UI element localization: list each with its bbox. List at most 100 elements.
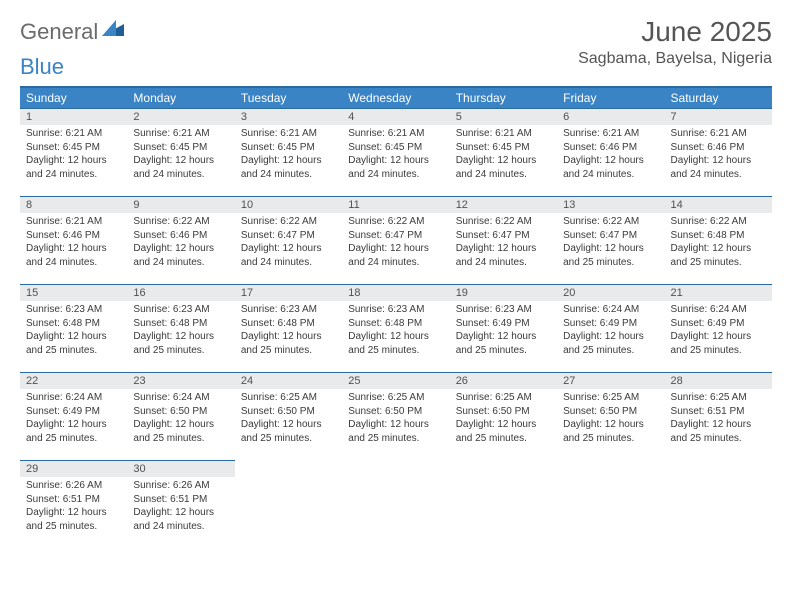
- location-label: Sagbama, Bayelsa, Nigeria: [578, 50, 772, 68]
- day-number: 1: [20, 109, 127, 125]
- calendar-cell: 20Sunrise: 6:24 AMSunset: 6:49 PMDayligh…: [557, 285, 664, 373]
- day-detail: Sunrise: 6:21 AMSunset: 6:45 PMDaylight:…: [127, 125, 234, 185]
- logo-text-blue: Blue: [20, 54, 64, 80]
- day-detail: Sunrise: 6:21 AMSunset: 6:46 PMDaylight:…: [557, 125, 664, 185]
- day-number: 26: [450, 373, 557, 389]
- day-detail: Sunrise: 6:24 AMSunset: 6:49 PMDaylight:…: [20, 389, 127, 449]
- day-detail: Sunrise: 6:23 AMSunset: 6:48 PMDaylight:…: [235, 301, 342, 361]
- calendar-row: 29Sunrise: 6:26 AMSunset: 6:51 PMDayligh…: [20, 461, 772, 549]
- calendar-cell: 6Sunrise: 6:21 AMSunset: 6:46 PMDaylight…: [557, 109, 664, 197]
- day-number: 6: [557, 109, 664, 125]
- day-detail: Sunrise: 6:21 AMSunset: 6:45 PMDaylight:…: [450, 125, 557, 185]
- day-number: 13: [557, 197, 664, 213]
- day-detail: Sunrise: 6:25 AMSunset: 6:50 PMDaylight:…: [450, 389, 557, 449]
- day-number: 5: [450, 109, 557, 125]
- calendar-cell: [665, 461, 772, 549]
- day-detail: Sunrise: 6:24 AMSunset: 6:49 PMDaylight:…: [557, 301, 664, 361]
- day-number: 10: [235, 197, 342, 213]
- calendar-cell: [235, 461, 342, 549]
- calendar-cell: 24Sunrise: 6:25 AMSunset: 6:50 PMDayligh…: [235, 373, 342, 461]
- calendar-cell: 18Sunrise: 6:23 AMSunset: 6:48 PMDayligh…: [342, 285, 449, 373]
- calendar-row: 1Sunrise: 6:21 AMSunset: 6:45 PMDaylight…: [20, 109, 772, 197]
- calendar-cell: 1Sunrise: 6:21 AMSunset: 6:45 PMDaylight…: [20, 109, 127, 197]
- calendar-cell: 4Sunrise: 6:21 AMSunset: 6:45 PMDaylight…: [342, 109, 449, 197]
- day-detail: Sunrise: 6:21 AMSunset: 6:46 PMDaylight:…: [665, 125, 772, 185]
- day-number: 8: [20, 197, 127, 213]
- calendar-cell: 29Sunrise: 6:26 AMSunset: 6:51 PMDayligh…: [20, 461, 127, 549]
- day-number: 2: [127, 109, 234, 125]
- day-detail: Sunrise: 6:23 AMSunset: 6:49 PMDaylight:…: [450, 301, 557, 361]
- day-number: 28: [665, 373, 772, 389]
- day-number: 16: [127, 285, 234, 301]
- calendar-row: 15Sunrise: 6:23 AMSunset: 6:48 PMDayligh…: [20, 285, 772, 373]
- day-detail: Sunrise: 6:21 AMSunset: 6:45 PMDaylight:…: [20, 125, 127, 185]
- calendar-cell: 2Sunrise: 6:21 AMSunset: 6:45 PMDaylight…: [127, 109, 234, 197]
- calendar-cell: 9Sunrise: 6:22 AMSunset: 6:46 PMDaylight…: [127, 197, 234, 285]
- calendar-cell: 10Sunrise: 6:22 AMSunset: 6:47 PMDayligh…: [235, 197, 342, 285]
- calendar-cell: 11Sunrise: 6:22 AMSunset: 6:47 PMDayligh…: [342, 197, 449, 285]
- day-detail: Sunrise: 6:24 AMSunset: 6:50 PMDaylight:…: [127, 389, 234, 449]
- day-number: 4: [342, 109, 449, 125]
- weekday-header: Monday: [127, 87, 234, 109]
- calendar-cell: 3Sunrise: 6:21 AMSunset: 6:45 PMDaylight…: [235, 109, 342, 197]
- calendar-cell: 21Sunrise: 6:24 AMSunset: 6:49 PMDayligh…: [665, 285, 772, 373]
- logo-mark-icon: [102, 16, 124, 42]
- day-detail: Sunrise: 6:21 AMSunset: 6:45 PMDaylight:…: [235, 125, 342, 185]
- day-number: 23: [127, 373, 234, 389]
- day-detail: Sunrise: 6:21 AMSunset: 6:45 PMDaylight:…: [342, 125, 449, 185]
- day-number: 9: [127, 197, 234, 213]
- day-number: 29: [20, 461, 127, 477]
- calendar-body: 1Sunrise: 6:21 AMSunset: 6:45 PMDaylight…: [20, 109, 772, 549]
- calendar-cell: 23Sunrise: 6:24 AMSunset: 6:50 PMDayligh…: [127, 373, 234, 461]
- day-number: 21: [665, 285, 772, 301]
- calendar-cell: 13Sunrise: 6:22 AMSunset: 6:47 PMDayligh…: [557, 197, 664, 285]
- calendar-cell: 16Sunrise: 6:23 AMSunset: 6:48 PMDayligh…: [127, 285, 234, 373]
- calendar-cell: 12Sunrise: 6:22 AMSunset: 6:47 PMDayligh…: [450, 197, 557, 285]
- calendar-cell: [450, 461, 557, 549]
- day-number: 12: [450, 197, 557, 213]
- day-number: 20: [557, 285, 664, 301]
- calendar-cell: 26Sunrise: 6:25 AMSunset: 6:50 PMDayligh…: [450, 373, 557, 461]
- day-number: 3: [235, 109, 342, 125]
- calendar-row: 22Sunrise: 6:24 AMSunset: 6:49 PMDayligh…: [20, 373, 772, 461]
- calendar-cell: 19Sunrise: 6:23 AMSunset: 6:49 PMDayligh…: [450, 285, 557, 373]
- day-detail: Sunrise: 6:25 AMSunset: 6:50 PMDaylight:…: [235, 389, 342, 449]
- weekday-header-row: Sunday Monday Tuesday Wednesday Thursday…: [20, 87, 772, 109]
- calendar-cell: 14Sunrise: 6:22 AMSunset: 6:48 PMDayligh…: [665, 197, 772, 285]
- calendar-cell: [342, 461, 449, 549]
- day-number: 19: [450, 285, 557, 301]
- day-detail: Sunrise: 6:22 AMSunset: 6:47 PMDaylight:…: [557, 213, 664, 273]
- weekday-header: Tuesday: [235, 87, 342, 109]
- day-number: 25: [342, 373, 449, 389]
- calendar-cell: 28Sunrise: 6:25 AMSunset: 6:51 PMDayligh…: [665, 373, 772, 461]
- calendar-cell: 25Sunrise: 6:25 AMSunset: 6:50 PMDayligh…: [342, 373, 449, 461]
- calendar-cell: 27Sunrise: 6:25 AMSunset: 6:50 PMDayligh…: [557, 373, 664, 461]
- calendar-table: Sunday Monday Tuesday Wednesday Thursday…: [20, 86, 772, 549]
- weekday-header: Thursday: [450, 87, 557, 109]
- day-detail: Sunrise: 6:26 AMSunset: 6:51 PMDaylight:…: [127, 477, 234, 537]
- day-detail: Sunrise: 6:23 AMSunset: 6:48 PMDaylight:…: [20, 301, 127, 361]
- day-detail: Sunrise: 6:22 AMSunset: 6:47 PMDaylight:…: [235, 213, 342, 273]
- day-detail: Sunrise: 6:22 AMSunset: 6:47 PMDaylight:…: [342, 213, 449, 273]
- day-number: 30: [127, 461, 234, 477]
- page-title: June 2025: [578, 16, 772, 48]
- weekday-header: Friday: [557, 87, 664, 109]
- calendar-row: 8Sunrise: 6:21 AMSunset: 6:46 PMDaylight…: [20, 197, 772, 285]
- day-number: 15: [20, 285, 127, 301]
- title-block: June 2025 Sagbama, Bayelsa, Nigeria: [578, 16, 772, 68]
- day-detail: Sunrise: 6:22 AMSunset: 6:46 PMDaylight:…: [127, 213, 234, 273]
- calendar-cell: [557, 461, 664, 549]
- weekday-header: Wednesday: [342, 87, 449, 109]
- day-detail: Sunrise: 6:21 AMSunset: 6:46 PMDaylight:…: [20, 213, 127, 273]
- day-number: 22: [20, 373, 127, 389]
- day-detail: Sunrise: 6:25 AMSunset: 6:50 PMDaylight:…: [342, 389, 449, 449]
- day-number: 11: [342, 197, 449, 213]
- day-number: 17: [235, 285, 342, 301]
- day-detail: Sunrise: 6:25 AMSunset: 6:50 PMDaylight:…: [557, 389, 664, 449]
- day-detail: Sunrise: 6:25 AMSunset: 6:51 PMDaylight:…: [665, 389, 772, 449]
- day-detail: Sunrise: 6:22 AMSunset: 6:47 PMDaylight:…: [450, 213, 557, 273]
- calendar-cell: 30Sunrise: 6:26 AMSunset: 6:51 PMDayligh…: [127, 461, 234, 549]
- day-detail: Sunrise: 6:26 AMSunset: 6:51 PMDaylight:…: [20, 477, 127, 537]
- calendar-cell: 5Sunrise: 6:21 AMSunset: 6:45 PMDaylight…: [450, 109, 557, 197]
- day-detail: Sunrise: 6:23 AMSunset: 6:48 PMDaylight:…: [342, 301, 449, 361]
